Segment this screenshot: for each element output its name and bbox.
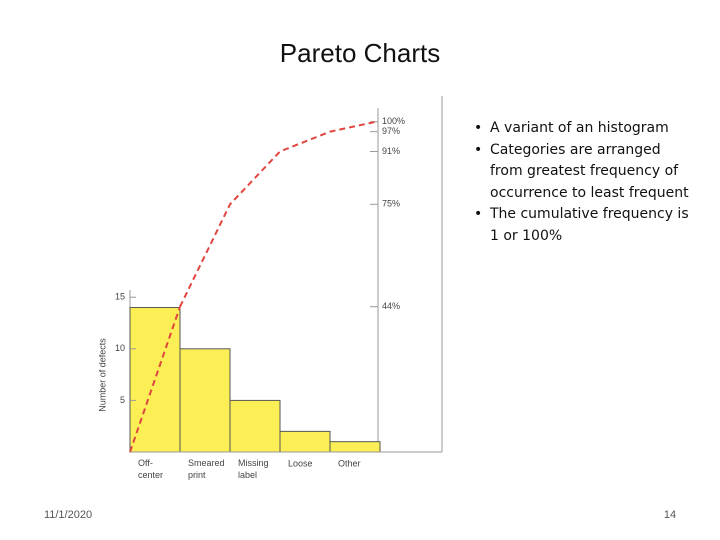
y2-tick-label: 100% (382, 116, 405, 126)
x-tick-label: Loose (288, 458, 313, 468)
y2-tick-label: 97% (382, 126, 400, 136)
label-line: Smeared (188, 458, 227, 468)
bar (179, 348, 231, 453)
bullet: The cumulative frequency is 1 or 100% (474, 204, 696, 247)
label-line: label (238, 470, 257, 480)
y2-tick-label: 44% (382, 301, 400, 311)
slide-title: Pareto Charts (280, 38, 440, 68)
x-tick-label: Smeared print (188, 458, 227, 480)
y-axis-label: Number of defects (97, 338, 107, 412)
x-tick-label: Missing label (238, 458, 271, 480)
label-line: Off- (138, 458, 153, 468)
date: 11/1/2020 (44, 509, 92, 521)
bullet: Categories are arranged from greatest fr… (474, 140, 696, 205)
x-tick-label: Off-center (138, 458, 163, 480)
bar (329, 441, 381, 453)
y-tick-label: 5 (120, 395, 125, 405)
y2-tick-label: 75% (382, 199, 400, 209)
cumulative-line (179, 120, 377, 308)
label-line: print (188, 470, 206, 480)
bullet-list: A variant of an histogramCategories are … (474, 118, 696, 247)
y-tick-label: 10 (115, 343, 125, 353)
y2-tick-label: 91% (382, 146, 400, 156)
label-line: center (138, 470, 163, 480)
bar (279, 430, 331, 453)
cumulative-start (129, 306, 181, 453)
bullet: A variant of an histogram (474, 118, 696, 140)
y-tick-label: 15 (115, 292, 125, 302)
page-number: 14 (664, 509, 676, 521)
label-line: Missing (238, 458, 271, 468)
x-tick-label: Other (338, 458, 361, 468)
bar (229, 399, 281, 453)
